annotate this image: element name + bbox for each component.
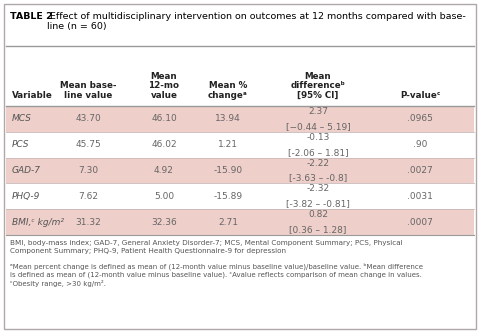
Text: .0027: .0027 <box>407 166 433 175</box>
Text: 12-mo: 12-mo <box>148 82 180 91</box>
Text: 32.36: 32.36 <box>151 217 177 226</box>
Bar <box>6 209 474 235</box>
Text: [-3.63 – -0.8]: [-3.63 – -0.8] <box>289 173 347 182</box>
Text: 2.71: 2.71 <box>218 217 238 226</box>
Text: ᵃMean percent change is defined as mean of (12-month value minus baseline value): ᵃMean percent change is defined as mean … <box>10 262 423 287</box>
Text: Mean base-: Mean base- <box>60 82 116 91</box>
Text: 7.62: 7.62 <box>78 192 98 201</box>
Text: BMI, body-mass index; GAD-7, General Anxiety Disorder-7; MCS, Mental Component S: BMI, body-mass index; GAD-7, General Anx… <box>10 240 403 254</box>
Text: Mean: Mean <box>151 72 177 81</box>
Text: differenceᵇ: differenceᵇ <box>290 82 346 91</box>
Text: 7.30: 7.30 <box>78 166 98 175</box>
Text: [-3.82 – -0.81]: [-3.82 – -0.81] <box>286 199 350 208</box>
Text: [0.36 – 1.28]: [0.36 – 1.28] <box>289 225 347 234</box>
Text: 46.10: 46.10 <box>151 115 177 124</box>
FancyBboxPatch shape <box>4 4 476 329</box>
Text: [95% CI]: [95% CI] <box>297 91 339 100</box>
Text: line value: line value <box>64 91 112 100</box>
Text: 13.94: 13.94 <box>215 115 241 124</box>
Text: MCS: MCS <box>12 115 32 124</box>
Text: -2.32: -2.32 <box>306 184 330 193</box>
Text: GAD-7: GAD-7 <box>12 166 41 175</box>
Text: Mean: Mean <box>305 72 331 81</box>
Text: TABLE 2: TABLE 2 <box>10 12 53 21</box>
Text: 45.75: 45.75 <box>75 140 101 149</box>
Text: .0007: .0007 <box>407 217 433 226</box>
Text: 31.32: 31.32 <box>75 217 101 226</box>
Bar <box>6 158 474 183</box>
Text: [−0.44 – 5.19]: [−0.44 – 5.19] <box>286 122 350 131</box>
Text: Effect of multidisciplinary intervention on outcomes at 12 months compared with : Effect of multidisciplinary intervention… <box>47 12 466 31</box>
Text: changeᵃ: changeᵃ <box>208 91 248 100</box>
Text: -2.22: -2.22 <box>307 159 329 167</box>
Text: .0965: .0965 <box>407 115 433 124</box>
Text: 4.92: 4.92 <box>154 166 174 175</box>
Text: BMI,ᶜ kg/m²: BMI,ᶜ kg/m² <box>12 217 64 226</box>
Text: PHQ-9: PHQ-9 <box>12 192 40 201</box>
Text: 1.21: 1.21 <box>218 140 238 149</box>
Text: [-2.06 – 1.81]: [-2.06 – 1.81] <box>288 148 348 157</box>
Text: Variable: Variable <box>12 91 53 100</box>
Text: value: value <box>151 91 178 100</box>
Text: P-valueᶜ: P-valueᶜ <box>400 91 440 100</box>
Text: 2.37: 2.37 <box>308 107 328 116</box>
Text: 0.82: 0.82 <box>308 210 328 219</box>
Text: 46.02: 46.02 <box>151 140 177 149</box>
Text: 5.00: 5.00 <box>154 192 174 201</box>
Text: -15.90: -15.90 <box>214 166 242 175</box>
Text: -0.13: -0.13 <box>306 133 330 142</box>
Text: Mean %: Mean % <box>209 82 247 91</box>
Text: .90: .90 <box>413 140 427 149</box>
Text: -15.89: -15.89 <box>214 192 242 201</box>
Text: 43.70: 43.70 <box>75 115 101 124</box>
Text: .0031: .0031 <box>407 192 433 201</box>
Bar <box>6 106 474 132</box>
Text: PCS: PCS <box>12 140 29 149</box>
